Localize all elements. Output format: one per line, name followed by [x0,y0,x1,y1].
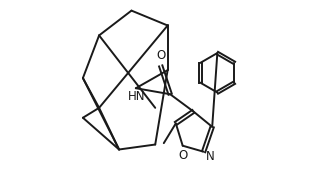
Text: N: N [206,150,215,163]
Text: HN: HN [128,90,145,103]
Text: O: O [178,149,187,162]
Text: O: O [156,49,165,62]
